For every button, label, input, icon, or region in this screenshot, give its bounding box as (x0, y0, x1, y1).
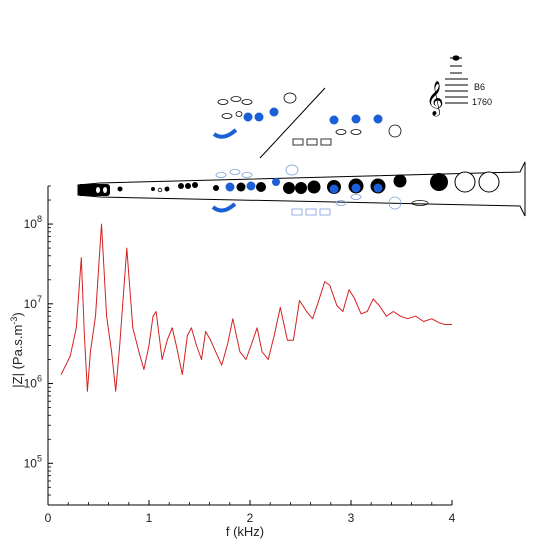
y-ticks: 105 106 107 108 (24, 185, 53, 506)
open-key (272, 178, 280, 186)
instrument-body (77, 161, 526, 217)
open-key (269, 107, 279, 117)
open-key (246, 181, 256, 191)
y-axis-label: |Z| (Pa.s.m-3) (9, 312, 25, 387)
x-tick-label: 4 (449, 511, 456, 525)
key-separator-line (259, 87, 326, 159)
y-tick-label: 106 (24, 374, 42, 391)
note-name-label: B6 (474, 82, 485, 92)
x-tick-label: 2 (247, 511, 254, 525)
x-ticks: 0 1 2 3 4 (45, 500, 456, 525)
open-key (373, 183, 383, 193)
y-axis-label-exp: -3 (9, 317, 19, 325)
upper-key-diagram (212, 92, 402, 146)
series-layer (60, 223, 452, 392)
open-key (351, 183, 361, 193)
open-key (329, 115, 339, 125)
open-key (329, 184, 339, 194)
open-key (243, 112, 253, 122)
treble-clef-icon: 𝄞 (426, 81, 444, 117)
y-tick-label: 105 (24, 453, 42, 470)
note-frequency-label: 1760 (472, 97, 492, 107)
y-tick-label: 108 (24, 214, 42, 231)
x-tick-label: 3 (348, 511, 355, 525)
open-key (225, 182, 235, 192)
plot-area: 0 1 2 3 4 105 106 107 108 (24, 185, 456, 525)
y-axis-label-tail: ) (10, 312, 25, 316)
y-axis-label-main: |Z| (Pa.s.m (10, 325, 25, 388)
music-staff: 𝄞 B6 1760 (426, 55, 492, 117)
fingering-diagram: 𝄞 B6 1760 (77, 55, 526, 217)
open-key (373, 114, 383, 124)
x-tick-label: 1 (146, 511, 153, 525)
impedance-curve (60, 223, 452, 392)
open-key (351, 114, 361, 124)
open-key (254, 112, 264, 122)
x-tick-label: 0 (45, 511, 52, 525)
y-tick-label: 107 (24, 294, 42, 311)
note-head (452, 55, 460, 61)
x-axis-label: f (kHz) (226, 524, 264, 539)
